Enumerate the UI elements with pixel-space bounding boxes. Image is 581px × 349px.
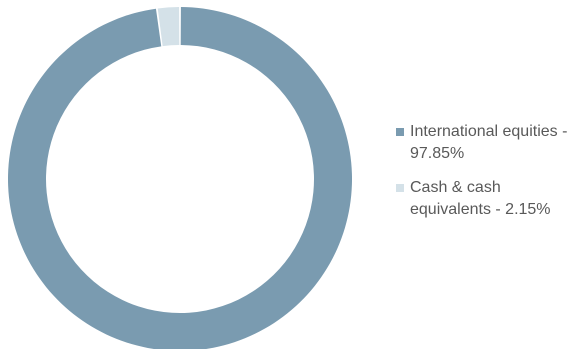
donut-slices [8, 7, 352, 349]
legend-swatch-international-equities [396, 128, 404, 136]
chart-legend: International equities - 97.85% Cash & c… [396, 121, 576, 233]
legend-label-international-equities: International equities - 97.85% [410, 123, 568, 162]
legend-swatch-cash-equivalents [396, 184, 404, 192]
legend-item-cash-equivalents: Cash & cash equivalents - 2.15% [396, 177, 576, 221]
donut-slice-international-equities [8, 7, 352, 349]
legend-label-cash-equivalents: Cash & cash equivalents - 2.15% [410, 179, 551, 218]
donut-slice-cash-cash-equivalents [157, 7, 180, 47]
legend-item-international-equities: International equities - 97.85% [396, 121, 576, 165]
